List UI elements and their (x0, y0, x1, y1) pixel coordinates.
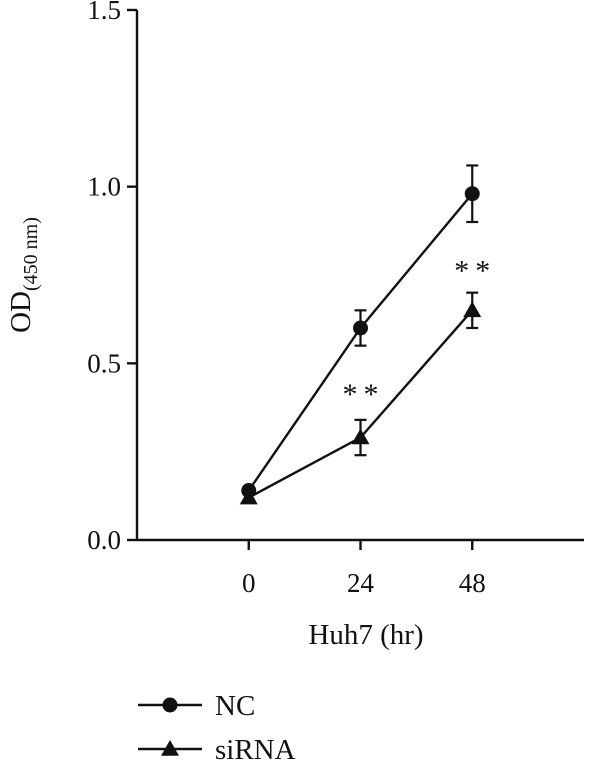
y-axis-title-main: OD (5, 291, 37, 333)
data-point (463, 301, 482, 318)
data-point (464, 186, 480, 202)
y-ticks: 0.0 0.5 1.0 1.5 (87, 0, 137, 555)
data-point (353, 320, 368, 336)
y-axis-title-sub: (450 nm) (20, 217, 42, 291)
significance-label: ** (454, 254, 496, 287)
legend-label: siRNA (215, 734, 296, 763)
x-ticks: 0 24 48 (242, 540, 486, 598)
data-point (351, 428, 370, 445)
x-tick-label: 24 (347, 568, 375, 598)
annotations: ** ** (343, 254, 496, 411)
x-tick-label: 0 (242, 568, 256, 598)
legend-label: NC (215, 690, 255, 722)
legend-marker (161, 740, 179, 756)
series-sirna (239, 291, 482, 505)
y-axis-title: OD(450 nm) (5, 217, 42, 333)
legend: NC siRNA (138, 690, 296, 763)
y-tick-label: 1.5 (87, 0, 121, 25)
legend-marker (162, 697, 178, 713)
axes (135, 10, 584, 542)
x-tick-label: 48 (459, 568, 486, 598)
x-axis-title: Huh7 (hr) (308, 619, 423, 651)
y-tick-label: 0.5 (87, 348, 121, 378)
y-tick-label: 1.0 (87, 172, 121, 202)
significance-label: ** (343, 378, 385, 411)
series-layer (239, 164, 482, 505)
y-tick-label: 0.0 (87, 525, 121, 555)
data-point (239, 488, 258, 505)
